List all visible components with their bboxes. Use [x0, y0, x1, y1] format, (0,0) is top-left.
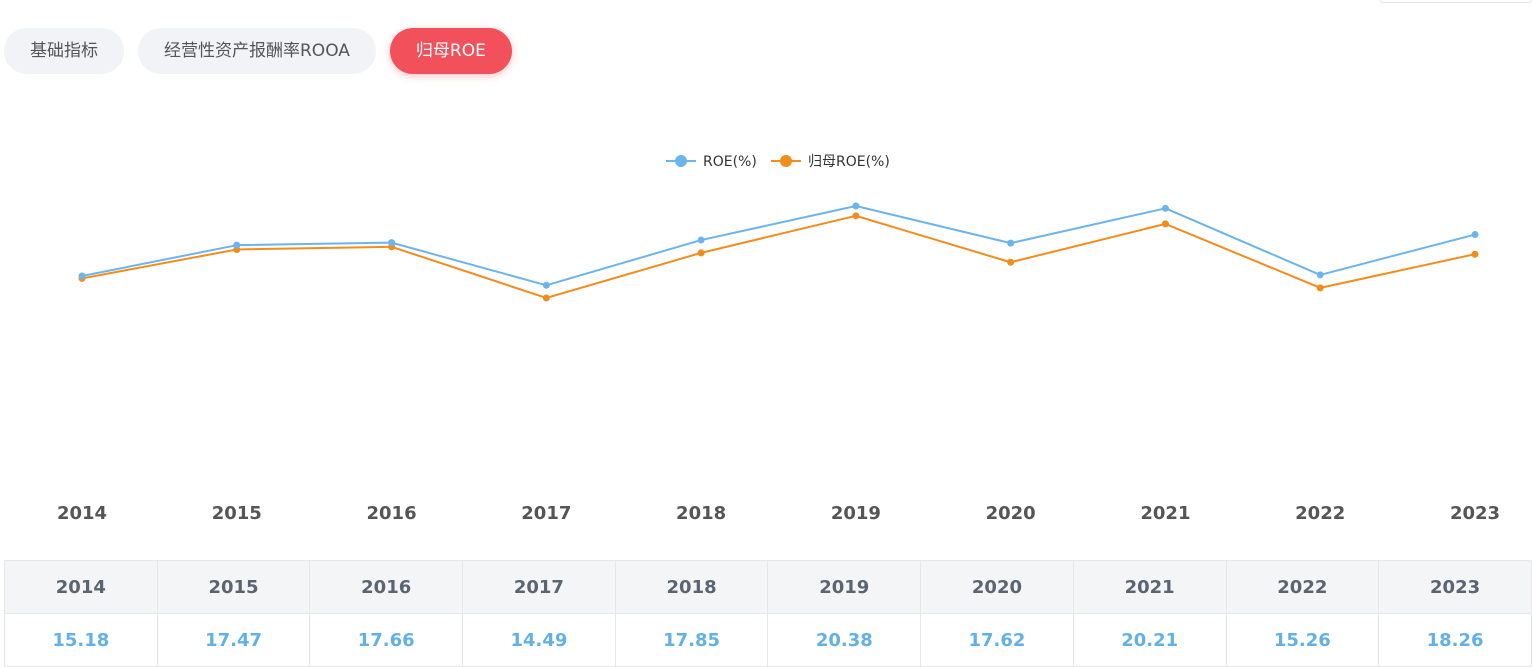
table-header-cell: 2022	[1225, 560, 1380, 614]
table-cell: 17.47	[156, 613, 311, 667]
table-cell: 17.85	[614, 613, 769, 667]
chart-legend: ROE(%) 归母ROE(%)	[666, 153, 890, 170]
data-point	[1007, 239, 1015, 247]
data-point	[852, 212, 860, 220]
table-header-row: 2014 2015 2016 2017 2018 2019 2020 2021 2022 2023	[4, 560, 1532, 614]
data-point	[542, 294, 550, 302]
data-table: 2014 2015 2016 2017 2018 2019 2020 2021 2022 2023…	[4, 560, 1532, 667]
chart-points	[78, 202, 1479, 302]
data-point	[1161, 204, 1169, 212]
x-tick-label: 2020	[986, 503, 1036, 524]
table-cell: 20.21	[1072, 613, 1227, 667]
legend-marker-0	[675, 155, 687, 167]
data-point	[78, 272, 86, 280]
data-point	[697, 249, 705, 257]
table-header-cell: 2021	[1072, 560, 1227, 614]
table-cell: 17.66	[309, 613, 464, 667]
data-point	[697, 236, 705, 244]
series-line-1	[81, 214, 1476, 299]
x-tick-label: 2023	[1450, 503, 1500, 524]
table-header-cell: 2018	[614, 560, 769, 614]
table-header-cell: 2016	[309, 560, 464, 614]
x-tick-label: 2022	[1295, 503, 1345, 524]
chart-svg: ROE(%) 归母ROE(%) 2014 2015 2016 2017 2018 2019 2…	[57, 153, 1500, 524]
table-cell: 15.18	[4, 613, 158, 667]
data-point	[542, 281, 550, 289]
tab-bar: 基础指标 经营性资产报酬率ROOA 归母ROE	[4, 28, 512, 74]
table-cell: 14.49	[462, 613, 616, 667]
legend-marker-1	[780, 155, 792, 167]
tab-basic-indicators[interactable]: 基础指标	[4, 28, 124, 74]
data-point	[1007, 258, 1015, 266]
data-point	[1161, 220, 1169, 228]
table-cell: 15.26	[1225, 613, 1380, 667]
data-point	[1316, 271, 1324, 279]
x-tick-label: 2017	[521, 503, 571, 524]
x-axis-ticks: 2014 2015 2016 2017 2018 2019 2020 2021 2022 2023	[57, 503, 1500, 524]
legend-label-1: 归母ROE(%)	[808, 153, 890, 170]
table-header-cell: 2017	[462, 560, 616, 614]
data-point	[388, 239, 396, 247]
x-tick-label: 2016	[367, 503, 417, 524]
tab-rooa[interactable]: 经营性资产报酬率ROOA	[138, 28, 376, 74]
top-right-control-edge	[1380, 0, 1532, 3]
x-tick-label: 2015	[212, 503, 262, 524]
line-chart: ROE(%) 归母ROE(%) 2014 2015 2016 2017 2018 2019 2…	[0, 120, 1532, 560]
tab-parent-roe[interactable]: 归母ROE	[389, 28, 512, 74]
x-tick-label: 2018	[676, 503, 726, 524]
series-line-0	[81, 205, 1476, 287]
data-point	[1471, 231, 1479, 239]
legend-label-0: ROE(%)	[703, 154, 757, 170]
table-header-cell: 2019	[767, 560, 922, 614]
table-row: 15.18 17.47 17.66 14.49 17.85 20.38 17.62 20.21…	[4, 613, 1532, 667]
table-header-cell: 2014	[4, 560, 158, 614]
x-tick-label: 2021	[1140, 503, 1190, 524]
table-header-cell: 2023	[1378, 560, 1532, 614]
table-header-cell: 2015	[156, 560, 311, 614]
chart-lines	[81, 205, 1476, 299]
table-cell: 17.62	[920, 613, 1074, 667]
table-cell: 20.38	[767, 613, 922, 667]
data-point	[1471, 250, 1479, 258]
table-cell: 18.26	[1378, 613, 1532, 667]
x-tick-label: 2019	[831, 503, 881, 524]
data-point	[1316, 284, 1324, 292]
x-tick-label: 2014	[57, 503, 107, 524]
data-point	[852, 202, 860, 210]
data-point	[233, 241, 241, 249]
table-header-cell: 2020	[920, 560, 1074, 614]
